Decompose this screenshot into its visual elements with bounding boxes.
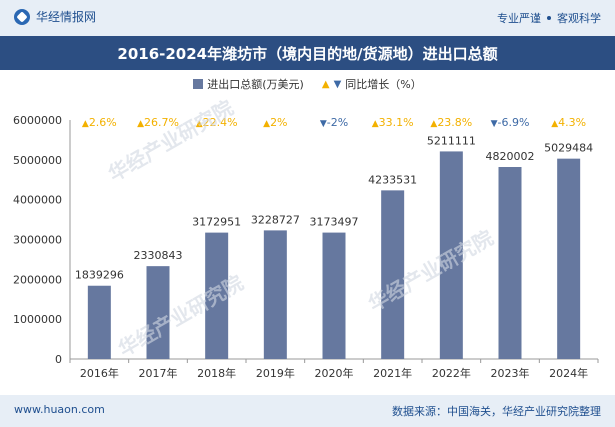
bar — [146, 266, 170, 359]
chart-plot: 0 1000000 2000000 3000000 4000000 5000000 6000… — [13, 114, 599, 380]
x-tick-label: 2019年 — [256, 366, 295, 380]
bar-value-label: 4233531 — [368, 173, 417, 186]
triangle-down-icon: ▼ — [320, 119, 327, 129]
triangle-up-icon: ▲ — [321, 78, 330, 90]
triangle-up-icon: ▲ — [430, 119, 437, 129]
bar — [381, 190, 405, 359]
brand-logo-icon — [14, 8, 30, 25]
tagline-right: 客观科学 — [557, 12, 601, 25]
y-tick-label: 2000000 — [13, 273, 62, 286]
growth-label: ▲22.4% — [196, 116, 238, 129]
y-tick-label: 4000000 — [13, 194, 62, 207]
triangle-up-icon: ▲ — [372, 119, 379, 129]
bar — [263, 230, 287, 359]
x-tick-label: 2023年 — [491, 366, 530, 380]
triangle-up-icon: ▲ — [551, 119, 558, 129]
growth-label: ▲33.1% — [372, 116, 414, 129]
legend-series-label: 进出口总额(万美元) — [207, 78, 304, 91]
y-tick-label: 6000000 — [13, 114, 62, 127]
y-tick-label: 0 — [55, 353, 62, 366]
bar-value-label: 4820002 — [486, 150, 535, 163]
tagline-left: 专业严谨 — [497, 12, 541, 25]
bar — [498, 167, 522, 359]
x-tick-label: 2022年 — [432, 366, 471, 380]
growth-value: -2% — [327, 116, 348, 129]
growth-label: ▼-2% — [320, 116, 348, 129]
brand-name: 华经情报网 — [36, 10, 97, 24]
growth-label: ▼-6.9% — [491, 116, 530, 129]
tagline: 专业严谨 客观科学 — [497, 10, 601, 26]
legend-item-series: 进出口总额(万美元) — [193, 76, 304, 92]
growth-label: ▲23.8% — [430, 116, 472, 129]
bar — [557, 158, 581, 359]
x-tick-label: 2016年 — [80, 366, 119, 380]
brand: 华经情报网 — [14, 8, 96, 25]
legend: 进出口总额(万美元) ▲ ▼ 同比增长（%） — [0, 74, 615, 94]
bar-value-label: 3173497 — [310, 216, 359, 229]
x-tick-label: 2024年 — [549, 366, 588, 380]
bar — [439, 151, 463, 359]
growth-label: ▲4.3% — [551, 116, 586, 129]
growth-value: 22.4% — [203, 116, 238, 129]
bar-value-label: 5029484 — [544, 142, 593, 155]
y-tick-label: 3000000 — [13, 234, 62, 247]
footer-source: 数据来源：中国海关，华经产业研究院整理 — [392, 405, 601, 418]
bar-value-label: 3228727 — [251, 213, 300, 226]
growth-value: -6.9% — [498, 116, 530, 129]
bar-value-label: 2330843 — [134, 249, 183, 262]
x-tick-label: 2020年 — [315, 366, 354, 380]
bullet-icon — [547, 16, 551, 20]
triangle-down-icon: ▼ — [333, 78, 342, 90]
top-banner: 华经情报网 专业严谨 客观科学 — [0, 0, 615, 36]
bar-value-label: 3172951 — [192, 216, 241, 229]
bar — [87, 285, 111, 359]
growth-label: ▲26.7% — [137, 116, 179, 129]
footer-url: www.huaon.com — [14, 403, 105, 416]
legend-growth-label: 同比增长（%） — [345, 78, 422, 91]
legend-item-growth: ▲ ▼ 同比增长（%） — [322, 76, 422, 92]
chart-title: 2016-2024年潍坊市（境内目的地/货源地）进出口总额 — [117, 44, 498, 63]
legend-swatch — [193, 79, 204, 89]
y-tick-label: 5000000 — [13, 154, 62, 167]
growth-value: 23.8% — [437, 116, 472, 129]
chart-title-bar: 2016-2024年潍坊市（境内目的地/货源地）进出口总额 — [0, 36, 615, 70]
triangle-up-icon: ▲ — [137, 119, 144, 129]
footer: www.huaon.com 数据来源：中国海关，华经产业研究院整理 — [0, 395, 615, 427]
triangle-up-icon: ▲ — [82, 119, 89, 129]
bar — [205, 232, 229, 359]
triangle-up-icon: ▲ — [263, 119, 270, 129]
bar-value-label: 1839296 — [75, 269, 124, 282]
growth-label: ▲2% — [263, 116, 287, 129]
growth-value: 33.1% — [379, 116, 414, 129]
growth-value: 2.6% — [89, 116, 117, 129]
bar — [322, 232, 346, 359]
growth-value: 2% — [270, 116, 287, 129]
growth-label: ▲2.6% — [82, 116, 117, 129]
bar-value-label: 5211111 — [427, 134, 476, 147]
growth-value: 26.7% — [144, 116, 179, 129]
y-tick-label: 1000000 — [13, 313, 62, 326]
triangle-down-icon: ▼ — [491, 119, 498, 129]
triangle-up-icon: ▲ — [196, 119, 203, 129]
x-tick-label: 2021年 — [373, 366, 412, 380]
x-tick-label: 2017年 — [139, 366, 178, 380]
x-tick-label: 2018年 — [197, 366, 236, 380]
growth-value: 4.3% — [558, 116, 586, 129]
